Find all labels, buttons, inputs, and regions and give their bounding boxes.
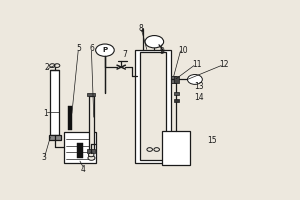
Circle shape	[154, 148, 159, 151]
Bar	[162, 131, 190, 165]
Bar	[89, 96, 94, 150]
Text: 5: 5	[76, 44, 81, 53]
Text: 13: 13	[194, 82, 204, 91]
Circle shape	[96, 44, 114, 56]
Bar	[171, 76, 176, 83]
Circle shape	[54, 64, 60, 67]
Bar	[173, 92, 179, 95]
Text: 11: 11	[192, 60, 202, 69]
Bar	[140, 52, 166, 160]
Text: 14: 14	[194, 93, 204, 102]
Bar	[174, 76, 178, 83]
Bar	[68, 106, 72, 130]
Bar	[88, 149, 95, 153]
Bar	[49, 135, 61, 140]
Text: 8: 8	[139, 24, 143, 33]
Circle shape	[88, 156, 95, 160]
Circle shape	[188, 75, 202, 84]
Text: P: P	[102, 47, 107, 53]
Circle shape	[147, 148, 152, 151]
Bar	[174, 99, 178, 102]
Text: 10: 10	[178, 46, 188, 55]
Text: 9: 9	[160, 47, 164, 56]
Bar	[77, 143, 83, 158]
Text: 12: 12	[219, 60, 228, 69]
Circle shape	[145, 36, 164, 48]
Bar	[50, 70, 59, 135]
Bar	[135, 50, 171, 163]
Circle shape	[50, 64, 55, 67]
Bar	[64, 132, 96, 163]
Text: 15: 15	[207, 136, 217, 145]
Text: 3: 3	[42, 153, 46, 162]
Text: 6: 6	[90, 44, 95, 53]
Text: 1: 1	[43, 109, 48, 118]
Bar	[88, 93, 95, 96]
Circle shape	[88, 153, 94, 157]
Text: 7: 7	[122, 50, 127, 59]
Text: 2: 2	[44, 63, 49, 72]
Text: 4: 4	[80, 165, 86, 174]
